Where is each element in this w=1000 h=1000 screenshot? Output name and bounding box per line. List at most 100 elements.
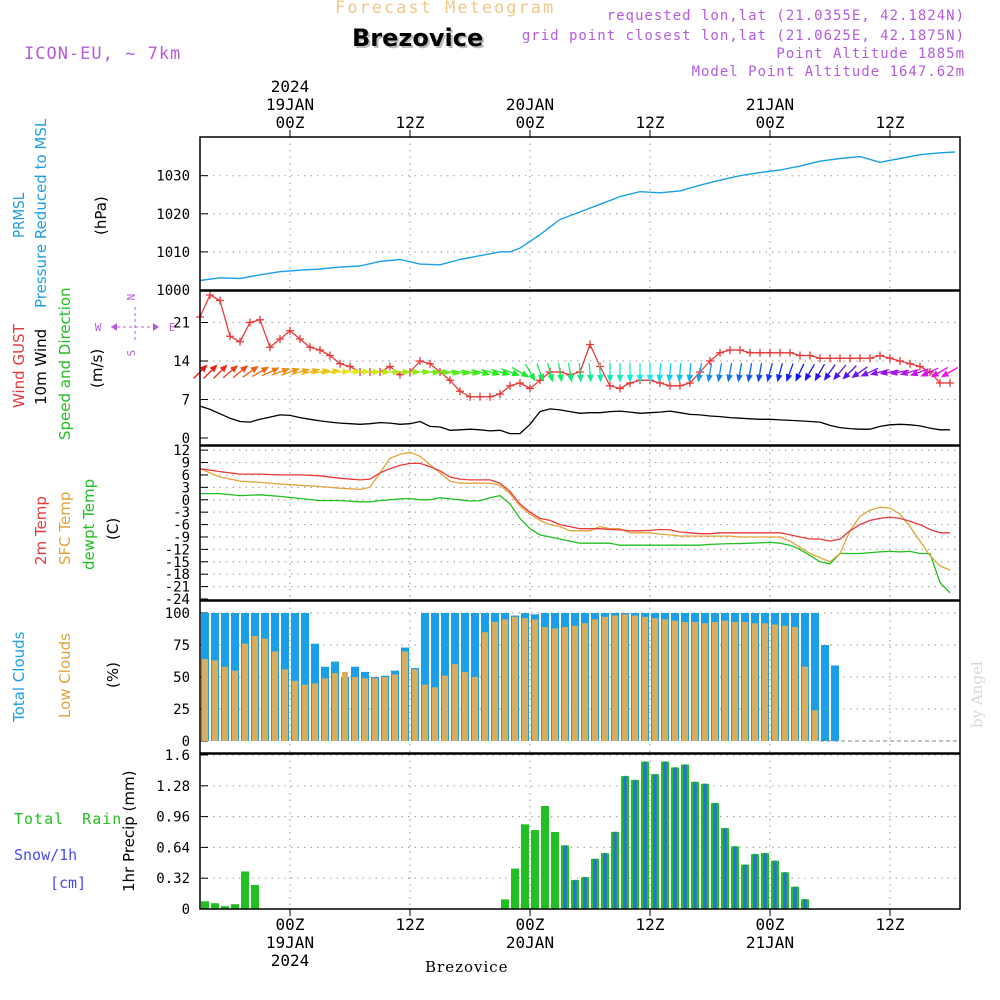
y-tick-label: 6 <box>182 468 190 484</box>
gust-marker <box>326 351 334 360</box>
wind-direction-arrow <box>842 365 857 380</box>
bar-low-cloud <box>362 678 368 741</box>
gust-marker <box>936 379 944 387</box>
wind-direction-arrow <box>491 369 511 376</box>
y-tick-label: -9 <box>173 530 190 546</box>
bar-snow <box>732 846 738 910</box>
gust-marker <box>666 381 674 390</box>
bar-low-cloud <box>542 627 548 741</box>
bar-snow <box>622 775 628 910</box>
bar-rain <box>241 871 249 909</box>
gust-marker <box>306 343 314 352</box>
model-label: ICON-EU, ~ 7km <box>24 44 182 64</box>
bar-low-cloud <box>422 684 428 741</box>
gust-marker <box>876 351 884 360</box>
bar-low-cloud <box>272 651 278 741</box>
bar-rain <box>541 806 549 909</box>
bar-low-cloud <box>452 664 458 741</box>
bar-rain <box>531 830 539 909</box>
bar-low-cloud <box>702 623 708 741</box>
wind-direction-arrow <box>851 366 868 379</box>
time-label-bottom: 12Z <box>876 915 905 934</box>
requested-coords: requested lon,lat (21.0355E, 42.1824N) <box>606 8 965 24</box>
gust-marker <box>836 354 844 363</box>
wind-direction-arrow <box>271 367 291 376</box>
gust-marker <box>796 351 804 360</box>
gust-marker <box>276 335 284 343</box>
wind-direction-arrow <box>726 363 733 383</box>
time-label-bottom: 2024 <box>271 951 310 970</box>
gust-marker <box>266 343 274 352</box>
bar-low-cloud <box>462 671 468 741</box>
wind-direction-arrow <box>909 368 929 377</box>
bar-low-cloud <box>442 675 448 741</box>
wind-direction-arrow <box>860 367 879 377</box>
bar-snow <box>752 853 758 910</box>
y-tick-label: 1020 <box>156 207 190 223</box>
footer-location: Brezovice <box>425 958 509 976</box>
bar-snow <box>592 858 598 910</box>
gust-marker <box>426 359 434 368</box>
gust-marker <box>346 362 354 371</box>
time-label-top: 2024 <box>271 77 310 96</box>
wind-direction-arrow <box>557 363 564 383</box>
bar-snow <box>572 879 578 910</box>
y-tick-label: -3 <box>173 505 190 521</box>
gust-marker <box>336 359 344 368</box>
bar-total-cloud <box>811 613 819 741</box>
bar-snow <box>692 781 698 910</box>
bar-low-cloud <box>792 627 798 741</box>
time-label-bottom: 12Z <box>396 915 425 934</box>
bar-rain <box>501 899 509 909</box>
wind-direction-arrow <box>261 367 280 377</box>
time-label-top: 00Z <box>276 113 305 132</box>
y-tick-label: 1.6 <box>165 748 190 764</box>
gust-marker <box>246 318 254 327</box>
time-label-top: 12Z <box>876 113 905 132</box>
bar-rain <box>201 901 209 909</box>
y-tick-label: 1030 <box>156 169 190 185</box>
bar-low-cloud <box>782 625 788 741</box>
series-line-2m-temp <box>199 462 950 542</box>
product-title: Forecast Meteogram <box>335 0 556 18</box>
y-tick-label: 7 <box>182 393 190 409</box>
bar-low-cloud <box>612 615 618 741</box>
y-tick-label: -21 <box>165 580 190 596</box>
wind-direction-arrow <box>706 363 713 383</box>
wind-direction-arrow <box>666 362 674 383</box>
bar-snow <box>762 852 768 910</box>
gust-marker <box>766 348 774 357</box>
gust-marker <box>916 362 924 371</box>
wind-direction-arrow <box>795 363 805 382</box>
bar-snow <box>722 827 728 910</box>
bar-rain <box>231 904 239 909</box>
y-tick-label: 0.32 <box>156 871 190 887</box>
gust-marker <box>476 392 484 401</box>
bar-low-cloud <box>282 669 288 741</box>
gust-marker <box>496 390 504 398</box>
y-tick-label: -6 <box>173 518 190 534</box>
y-tick-label: 1000 <box>156 283 190 299</box>
bar-low-cloud <box>692 621 698 741</box>
panel-frame-pressure <box>199 136 961 291</box>
location-title: Brezovice <box>352 24 484 52</box>
wind-direction-arrow <box>501 368 521 377</box>
wind-direction-arrow <box>636 363 644 383</box>
gust-marker <box>786 348 794 357</box>
y-tick-label: 1010 <box>156 245 190 261</box>
bar-low-cloud <box>802 666 808 741</box>
bar-low-cloud <box>812 710 818 741</box>
bar-total-cloud <box>291 613 299 741</box>
bar-low-cloud <box>632 615 638 741</box>
bar-snow <box>672 767 678 910</box>
gust-marker <box>756 348 764 357</box>
y-tick-label: -24 <box>165 592 190 608</box>
wind-direction-arrow <box>686 362 694 383</box>
bar-rain <box>511 868 519 909</box>
bar-low-cloud <box>482 632 488 741</box>
bar-low-cloud <box>202 659 208 741</box>
time-label-bottom: 20JAN <box>506 933 554 952</box>
bar-rain <box>221 906 229 909</box>
bar-snow <box>772 860 778 910</box>
bar-snow <box>712 802 718 910</box>
